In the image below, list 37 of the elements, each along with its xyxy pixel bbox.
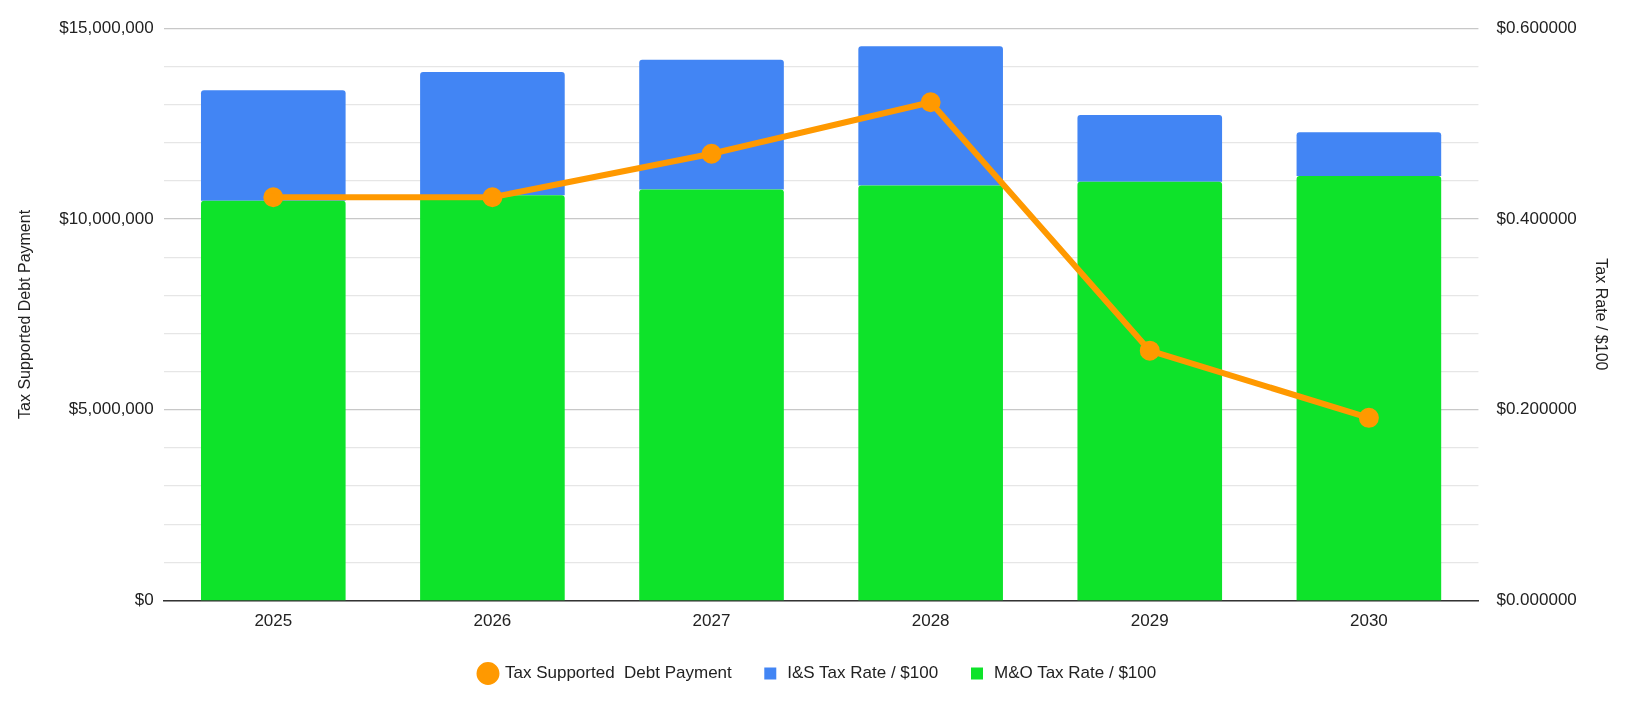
bar: [1296, 132, 1442, 177]
point: [482, 187, 503, 208]
x-tick-label: 2027: [692, 611, 731, 631]
y2-axis-title: Tax Rate / $100: [1592, 258, 1610, 371]
bar: [1296, 176, 1442, 601]
bar: [200, 200, 346, 601]
legend-label: Tax Supported Debt Payment: [504, 663, 733, 683]
x-tick-label: 2028: [911, 611, 950, 631]
y2-tick-label: $0.200000: [1496, 399, 1577, 419]
bar: [420, 72, 565, 196]
y2-tick-label: $0.000000: [1496, 590, 1577, 610]
point: [1139, 340, 1160, 361]
y-axis-title: Tax Supported Debt Payment: [16, 209, 34, 419]
x-tick-label: 2029: [1130, 611, 1169, 631]
bar: [420, 195, 565, 601]
bar: [639, 59, 784, 190]
y-tick-label: $5,000,000: [68, 399, 154, 419]
point: [263, 187, 284, 208]
x-tick-label: 2025: [254, 611, 293, 631]
y-tick-label: $0: [134, 590, 154, 610]
x-tick-label: 2026: [473, 611, 512, 631]
bar: [200, 90, 346, 201]
point: [701, 143, 722, 164]
bar: [1077, 115, 1223, 182]
y2-tick-label: $0.400000: [1496, 208, 1577, 228]
y-tick-label: $10,000,000: [59, 208, 154, 228]
x-tick-label: 2030: [1349, 611, 1388, 631]
y2-tick-label: $0.600000: [1496, 17, 1577, 37]
legend-label: M&O Tax Rate / $100: [993, 663, 1157, 683]
y-tick-label: $15,000,000: [59, 17, 154, 37]
point: [920, 92, 941, 113]
bar: [858, 46, 1003, 186]
point: [1358, 407, 1379, 428]
bar: [858, 185, 1003, 601]
legend-label: I&S Tax Rate / $100: [787, 663, 939, 683]
bar: [639, 189, 784, 601]
bar: [1077, 181, 1223, 601]
